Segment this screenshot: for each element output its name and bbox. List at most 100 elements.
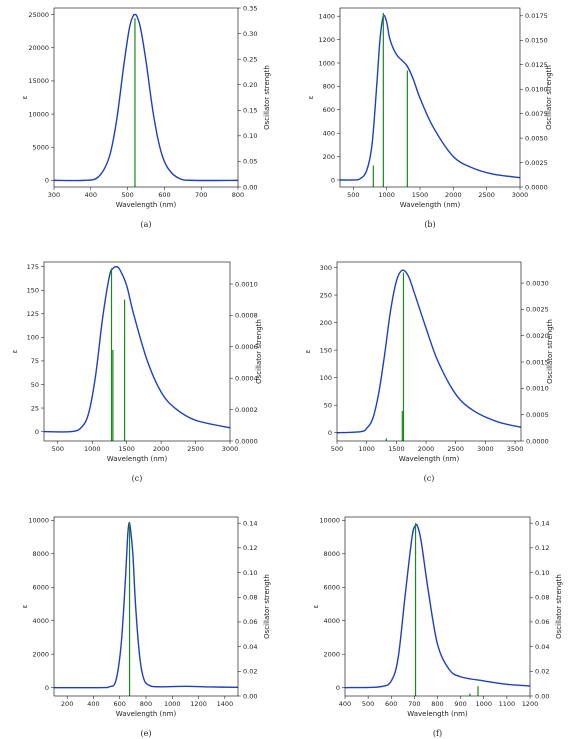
y-axis-title: ε bbox=[304, 349, 312, 353]
y2-tick-label: 0.14 bbox=[535, 519, 549, 527]
y-tick-label: 600 bbox=[323, 106, 335, 114]
y-tick-label: 200 bbox=[323, 153, 335, 161]
spectrum-line bbox=[43, 265, 231, 433]
spectrum-line bbox=[53, 13, 239, 182]
y2-tick-label: 0.0050 bbox=[525, 134, 548, 142]
y2-tick-label: 0.00 bbox=[243, 692, 257, 700]
y2-tick-label: 0.05 bbox=[243, 158, 257, 166]
y2-tick-label: 0.14 bbox=[243, 519, 257, 527]
x-tick-label: 500 bbox=[362, 700, 374, 708]
y2-axis-title: Oscillator strength bbox=[546, 319, 554, 384]
plot-frame bbox=[53, 516, 239, 697]
y-tick-label: 800 bbox=[323, 83, 335, 91]
y2-tick-label: 0.0175 bbox=[525, 12, 548, 20]
x-tick-label: 800 bbox=[431, 700, 443, 708]
x-axis-title: Wavelength (nm) bbox=[116, 710, 177, 718]
y2-tick-label: 0.0025 bbox=[525, 159, 548, 167]
y-tick-label: 75 bbox=[31, 357, 39, 365]
y-tick-label: 50 bbox=[31, 381, 39, 389]
y-tick-label: 100 bbox=[27, 334, 39, 342]
y2-tick-label: 0.0000 bbox=[235, 437, 258, 445]
y2-tick-label: 0.0000 bbox=[525, 183, 548, 191]
y2-axis-title: Oscillator strength bbox=[263, 65, 271, 130]
x-tick-label: 300 bbox=[48, 191, 60, 199]
y2-tick-label: 0.0006 bbox=[235, 343, 258, 351]
spectrum-line bbox=[339, 14, 521, 181]
x-tick-label: 200 bbox=[61, 700, 73, 708]
x-tick-label: 1000 bbox=[475, 700, 492, 708]
y-axis-title: ε bbox=[21, 604, 29, 608]
panel-caption: (c) bbox=[424, 474, 435, 483]
y2-tick-label: 0.06 bbox=[535, 618, 549, 626]
y2-tick-label: 0.10 bbox=[243, 132, 257, 140]
y2-tick-label: 0.0000 bbox=[526, 437, 549, 445]
y-tick-label: 1400 bbox=[318, 12, 335, 20]
x-axis-title: Wavelength (nm) bbox=[407, 710, 468, 718]
x-tick-label: 1500 bbox=[118, 445, 135, 453]
y2-tick-label: 0.0010 bbox=[235, 280, 258, 288]
y-tick-label: 2000 bbox=[32, 650, 49, 658]
y2-tick-label: 0.0125 bbox=[525, 61, 548, 69]
spectrum-line bbox=[53, 521, 239, 689]
x-tick-label: 2000 bbox=[418, 445, 435, 453]
y2-tick-label: 0.0010 bbox=[526, 385, 549, 393]
x-tick-label: 3000 bbox=[512, 191, 529, 199]
y2-tick-label: 0.02 bbox=[243, 668, 257, 676]
y-axis-title: ε bbox=[21, 95, 29, 99]
x-tick-label: 500 bbox=[331, 445, 343, 453]
y-tick-label: 25 bbox=[31, 404, 39, 412]
x-tick-label: 1500 bbox=[388, 445, 405, 453]
x-axis-title: Wavelength (nm) bbox=[107, 455, 168, 463]
panel-caption: (f) bbox=[433, 729, 442, 738]
y-tick-label: 10000 bbox=[319, 517, 340, 525]
y-tick-label: 300 bbox=[320, 264, 332, 272]
plot-frame bbox=[336, 261, 522, 442]
y-tick-label: 0 bbox=[45, 684, 49, 692]
x-tick-label: 1000 bbox=[84, 445, 101, 453]
y-tick-label: 0 bbox=[331, 176, 335, 184]
y2-tick-label: 0.04 bbox=[243, 643, 257, 651]
y2-tick-label: 0.0015 bbox=[526, 358, 549, 366]
plot-frame bbox=[53, 7, 239, 188]
y2-tick-label: 0.20 bbox=[243, 81, 257, 89]
chart-panel-2: 500 1000 1500 2000 2500 3000 0 200 400 600 800 1000… bbox=[307, 7, 553, 229]
y-tick-label: 200 bbox=[320, 319, 332, 327]
y-tick-label: 25000 bbox=[28, 11, 49, 19]
x-tick-label: 3500 bbox=[507, 445, 524, 453]
y-tick-label: 1000 bbox=[318, 59, 335, 67]
spectrum-line bbox=[336, 269, 522, 434]
chart-panel-6: 400 500 600 700 800 900 1000 1100 1200 0 2000 4000 6… bbox=[312, 517, 563, 738]
y-tick-label: 150 bbox=[320, 346, 332, 354]
y2-tick-label: 0.12 bbox=[535, 544, 549, 552]
y-tick-label: 0 bbox=[35, 428, 39, 436]
y-tick-label: 2000 bbox=[323, 650, 340, 658]
x-tick-label: 600 bbox=[158, 191, 170, 199]
chart-panel-1: 300 400 500 600 700 800 0 5000 10000 15000 20000 25… bbox=[21, 4, 271, 229]
y2-tick-label: 0.0150 bbox=[525, 37, 548, 45]
y-tick-label: 1200 bbox=[318, 36, 335, 44]
y2-tick-label: 0.04 bbox=[535, 643, 549, 651]
chart-panel-4: 500 1000 1500 2000 2500 3000 3500 0 50 100 150 200 2… bbox=[304, 261, 554, 483]
y2-tick-label: 0.02 bbox=[535, 668, 549, 676]
y2-tick-label: 0.00 bbox=[243, 183, 257, 191]
x-tick-label: 600 bbox=[385, 700, 397, 708]
y-tick-label: 10000 bbox=[28, 517, 49, 525]
x-tick-label: 500 bbox=[121, 191, 133, 199]
y2-tick-label: 0.00 bbox=[535, 692, 549, 700]
x-axis-title: Wavelength (nm) bbox=[400, 201, 461, 209]
x-tick-label: 700 bbox=[408, 700, 420, 708]
x-axis-title: Wavelength (nm) bbox=[116, 201, 177, 209]
x-tick-label: 1400 bbox=[217, 700, 234, 708]
panel-caption: (e) bbox=[141, 729, 152, 738]
y-tick-label: 6000 bbox=[323, 584, 340, 592]
y2-tick-label: 0.10 bbox=[243, 569, 257, 577]
y2-tick-label: 0.10 bbox=[535, 569, 549, 577]
y-tick-label: 5000 bbox=[32, 144, 49, 152]
y-tick-label: 8000 bbox=[323, 550, 340, 558]
x-tick-label: 1200 bbox=[190, 700, 207, 708]
y-tick-label: 4000 bbox=[32, 617, 49, 625]
y2-tick-label: 0.0025 bbox=[526, 306, 549, 314]
x-tick-label: 1100 bbox=[499, 700, 516, 708]
panel-caption: (a) bbox=[140, 220, 151, 229]
